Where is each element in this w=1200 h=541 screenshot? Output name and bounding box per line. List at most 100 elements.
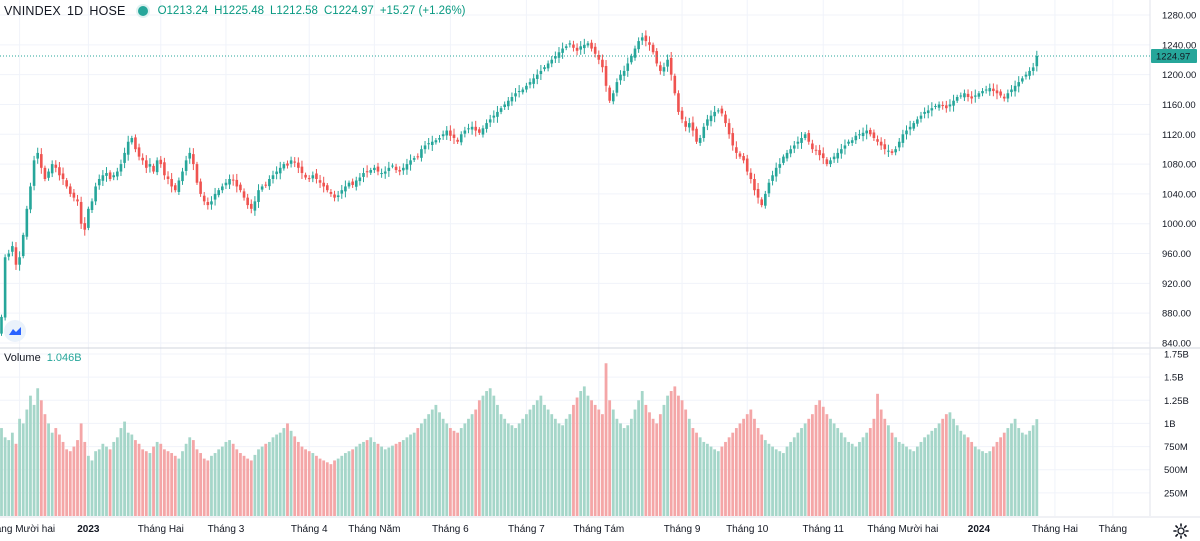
volume-bar [803,423,807,516]
candle-body [170,179,173,187]
candle-body [662,67,666,72]
volume-bar [293,436,297,516]
candle-body [1021,78,1024,82]
volume-bar [275,434,279,516]
volume-bar [61,441,65,516]
candle-body [735,147,738,153]
volume-bar [745,414,749,516]
volume-bar [474,409,478,516]
volume-bar [720,446,724,516]
candle-body [579,46,582,50]
candle-body [695,128,698,142]
candle-body [463,130,467,134]
volume-bar [528,409,532,516]
candle-body [68,186,72,194]
volume-bar [698,437,702,516]
candle-body [514,93,517,97]
volume-bar [677,395,680,516]
volume-bar [347,451,351,516]
volume-bar [420,423,423,516]
candle-body [354,180,358,187]
volume-bar [253,454,257,516]
candle-body [311,175,315,179]
candle-body [651,44,655,53]
volume-bar [365,440,369,516]
candle-body [25,208,29,237]
tradingview-logo-icon[interactable] [4,320,26,342]
candle-body [597,54,601,60]
candle-body [850,140,854,143]
volume-bar [944,414,948,516]
candle-body [937,104,941,108]
symbol-name[interactable]: VNINDEX [4,4,61,18]
candle-body [930,108,934,111]
candle-body [438,138,441,140]
volume-label[interactable]: Volume [4,352,41,364]
candle-body [322,182,325,187]
volume-bar [456,432,460,516]
candle-body [213,193,217,200]
volume-bar [83,441,87,516]
candle-body [818,150,821,156]
volume-bar [872,418,876,516]
candle-body [123,152,126,163]
candle-body [434,140,438,143]
candle-body [246,197,249,206]
volume-bar [926,434,930,516]
time-tick-label: Tháng Tám [573,524,624,535]
candle-body [510,97,514,102]
candle-body [65,180,68,187]
candle-body [282,164,286,169]
volume-bar [246,458,250,516]
candle-body [1031,67,1035,71]
candle-body [640,37,644,41]
interval-label[interactable]: 1D [66,4,84,18]
volume-bar [286,423,289,516]
candle-body [894,149,897,153]
volume-bar [666,395,669,516]
volume-bar [807,418,811,516]
candle-body [188,152,192,159]
candle-body [376,166,380,172]
volume-bar [184,443,188,516]
volume-bar [905,446,908,516]
candle-body [481,128,485,135]
volume-bar [177,458,181,516]
candle-body [47,171,50,178]
candle-body [97,179,101,186]
volume-bar [300,446,304,516]
settings-gear-icon[interactable] [1173,523,1189,539]
candle-body [684,121,687,127]
candle-body [861,132,865,137]
volume-bar [608,400,612,516]
volume-bar [626,425,630,516]
volume-bar [691,428,695,516]
volume-bar [1006,428,1010,516]
candle-body [840,149,843,154]
volume-bar [166,451,170,516]
candle-body [916,119,919,124]
volume-bar [333,460,336,516]
candle-body [702,126,706,138]
price-tick-label: 1200.00 [1162,70,1196,81]
volume-bar [344,453,347,516]
volume-bar [173,455,177,516]
candle-body [919,115,923,119]
close-value: C1224.97 [323,5,374,17]
volume-bar [463,423,467,516]
candle-body [130,138,134,143]
candle-body [532,78,535,84]
volume-bar [452,430,456,516]
candle-body [753,179,756,191]
volume-bar [202,458,206,516]
candle-body [148,164,152,167]
volume-bar [590,400,593,516]
candle-body [485,123,488,129]
candle-body [843,145,847,149]
candle-body [601,59,604,68]
price-tick-label: 960.00 [1162,249,1191,260]
candle-body [738,153,742,157]
time-tick-label: Tháng 3 [208,524,245,535]
volume-bar [546,409,550,516]
